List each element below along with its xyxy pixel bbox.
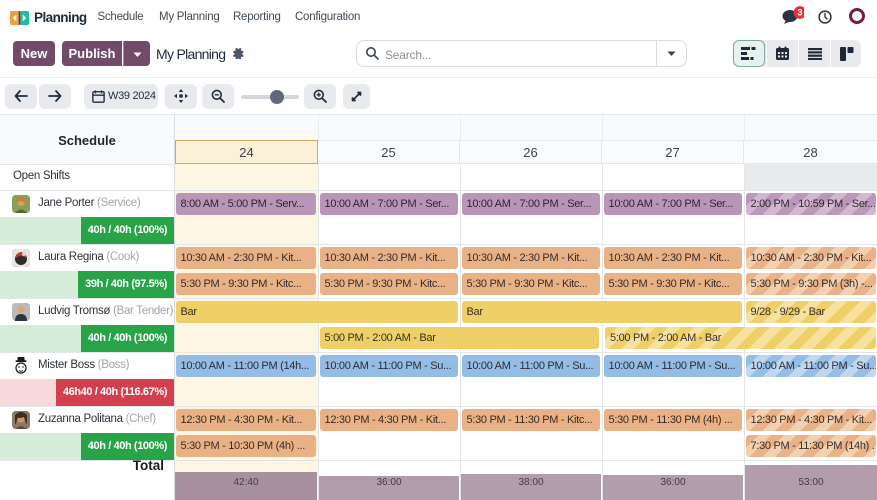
svg-text:3: 3 (797, 8, 802, 18)
